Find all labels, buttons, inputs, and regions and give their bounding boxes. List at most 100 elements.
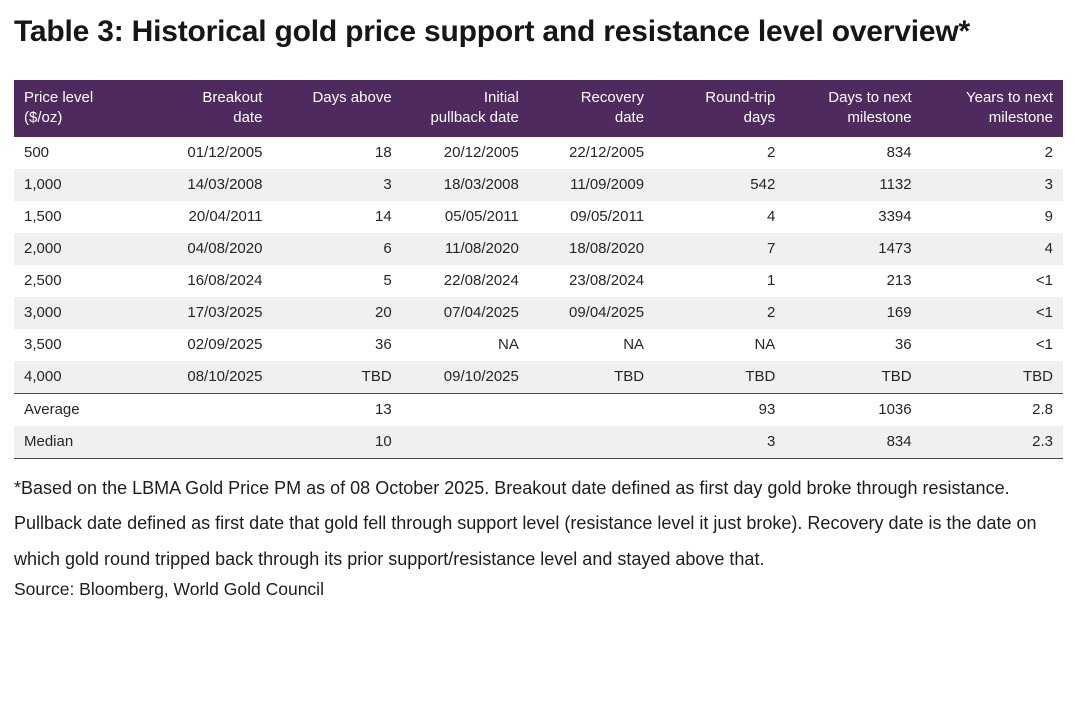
table-cell: 04/08/2020 <box>187 240 263 257</box>
table-cell: 3 <box>383 176 392 193</box>
table-cell: <1 <box>1035 304 1053 321</box>
table-cell: TBD <box>921 361 1063 394</box>
table-cell: 23/08/2024 <box>568 272 645 289</box>
column-header-initial-pullback-date: Initial pullback date <box>401 79 529 137</box>
table-header-row: Price level ($/oz) Breakout date Days above I… <box>14 79 1063 137</box>
table-cell <box>529 394 654 427</box>
table-head: Price level ($/oz) Breakout date Days above I… <box>14 79 1063 137</box>
table-cell: TBD <box>528 361 655 394</box>
table-cell: 2 <box>1044 144 1053 161</box>
table-cell: 3,000 <box>24 304 62 321</box>
table-cell: 14 <box>374 208 392 225</box>
table-cell: 36 <box>894 336 912 353</box>
table-cell: 05/05/2011 <box>444 208 519 225</box>
table-cell: 169 <box>886 304 912 321</box>
column-header-days-above: Days above <box>272 79 402 137</box>
table-cell: 07/04/2025 <box>443 304 519 321</box>
column-header-years-to-next-milestone: Years to next milestone <box>921 79 1063 137</box>
table-cell: 08/10/2025 <box>149 361 273 394</box>
table-cell: 02/09/2025 <box>187 336 263 353</box>
table-cell: 11/08/2020 <box>444 240 519 257</box>
table-cell: 20/04/2011 <box>188 208 263 225</box>
table-cell: 2 <box>766 144 776 161</box>
footnote: *Based on the LBMA Gold Price PM as of 0… <box>14 478 1037 569</box>
table-body: 500 01/12/2005 18 20/12/2005 22/12/2005 2 834 2… <box>14 137 1063 459</box>
table-cell: 3394 <box>878 208 912 225</box>
table-cell: NA <box>623 336 645 353</box>
table-cell: 1132 <box>879 176 912 193</box>
table-cell: 7 <box>766 240 776 257</box>
table-cell: 14/03/2008 <box>187 176 263 193</box>
gold-price-table: Price level ($/oz) Breakout date Days above I… <box>14 79 1063 460</box>
table-cell: 22/12/2005 <box>568 144 645 161</box>
table-cell <box>528 426 655 459</box>
table-cell: 1036 <box>878 401 912 418</box>
table-row: Average 13 93 1036 2.8 <box>14 394 1063 427</box>
table-row: 1,000 14/03/2008 3 18/03/2008 11/09/2009 542 1… <box>14 169 1063 201</box>
table-cell: 3 <box>654 426 786 459</box>
column-header-price-level: Price level ($/oz) <box>14 79 150 137</box>
table-cell: 2,500 <box>24 272 62 289</box>
table-cell: 2,000 <box>24 240 62 257</box>
table-cell: 09/10/2025 <box>401 361 529 394</box>
table-cell: 500 <box>24 144 50 161</box>
table-cell: TBD <box>785 361 922 394</box>
table-cell: 18/03/2008 <box>443 176 519 193</box>
table-cell: 4,000 <box>14 361 150 394</box>
table-cell: 834 <box>785 426 922 459</box>
table-row: 4,000 08/10/2025 TBD 09/10/2025 TBD TBD TBD TBD <box>14 361 1063 394</box>
table-cell: NA <box>498 336 519 353</box>
table-cell: 4 <box>766 208 776 225</box>
table-cell: 18/08/2020 <box>568 240 645 257</box>
table-cell: 1473 <box>878 240 912 257</box>
table-cell: 09/05/2011 <box>570 208 645 225</box>
table-cell: <1 <box>1035 336 1053 353</box>
table-cell: 20 <box>374 304 392 321</box>
column-header-recovery-date: Recovery date <box>528 79 655 137</box>
table-cell: 4 <box>1044 240 1053 257</box>
table-cell: 09/04/2025 <box>568 304 645 321</box>
table-cell <box>149 394 272 427</box>
table-row: 3,500 02/09/2025 36 NA NA NA 36 <1 <box>14 329 1063 361</box>
table-cell: 213 <box>886 272 912 289</box>
table-cell: 2.3 <box>921 426 1063 459</box>
source-line: Source: Bloomberg, World Gold Council <box>14 579 324 600</box>
table-cell: 22/08/2024 <box>443 272 519 289</box>
column-header-round-trip-days: Round-trip days <box>654 79 786 137</box>
table-cell: 36 <box>374 336 392 353</box>
table-row: 500 01/12/2005 18 20/12/2005 22/12/2005 2 834 2 <box>14 137 1063 169</box>
table-cell: 10 <box>272 426 402 459</box>
table-cell: 20/12/2005 <box>443 144 519 161</box>
table-cell <box>401 426 529 459</box>
table-cell: 5 <box>383 272 392 289</box>
table-cell: 1,000 <box>24 176 62 193</box>
table-cell: 3,500 <box>24 336 62 353</box>
table-cell: Average <box>24 401 80 418</box>
table-cell: 16/08/2024 <box>187 272 263 289</box>
table-cell <box>149 426 273 459</box>
table-cell: 93 <box>758 401 776 418</box>
table-row: 2,500 16/08/2024 5 22/08/2024 23/08/2024 1 213… <box>14 265 1063 297</box>
table-row: 2,000 04/08/2020 6 11/08/2020 18/08/2020 7 147… <box>14 233 1063 265</box>
table-cell: 3 <box>1044 176 1053 193</box>
table-cell: 13 <box>374 401 392 418</box>
table-cell: <1 <box>1035 272 1053 289</box>
table-cell: 18 <box>374 144 392 161</box>
table-row: 1,500 20/04/2011 14 05/05/2011 09/05/2011 4 33… <box>14 201 1063 233</box>
table-cell: TBD <box>654 361 786 394</box>
table-cell: 01/12/2005 <box>187 144 263 161</box>
table-cell: 6 <box>383 240 392 257</box>
table-cell: TBD <box>272 361 402 394</box>
table-cell: 1 <box>766 272 776 289</box>
table-cell: 11/09/2009 <box>570 176 645 193</box>
table-cell: 1,500 <box>24 208 62 225</box>
table-cell: 17/03/2025 <box>187 304 263 321</box>
table-cell: 834 <box>886 144 912 161</box>
table-cell: 2 <box>766 304 776 321</box>
table-cell: 2.8 <box>1032 401 1053 418</box>
column-header-days-to-next-milestone: Days to next milestone <box>785 79 922 137</box>
table-row: 3,000 17/03/2025 20 07/04/2025 09/04/2025 2 16… <box>14 297 1063 329</box>
table-cell: NA <box>754 336 776 353</box>
page-title: Table 3: Historical gold price support a… <box>14 15 970 48</box>
